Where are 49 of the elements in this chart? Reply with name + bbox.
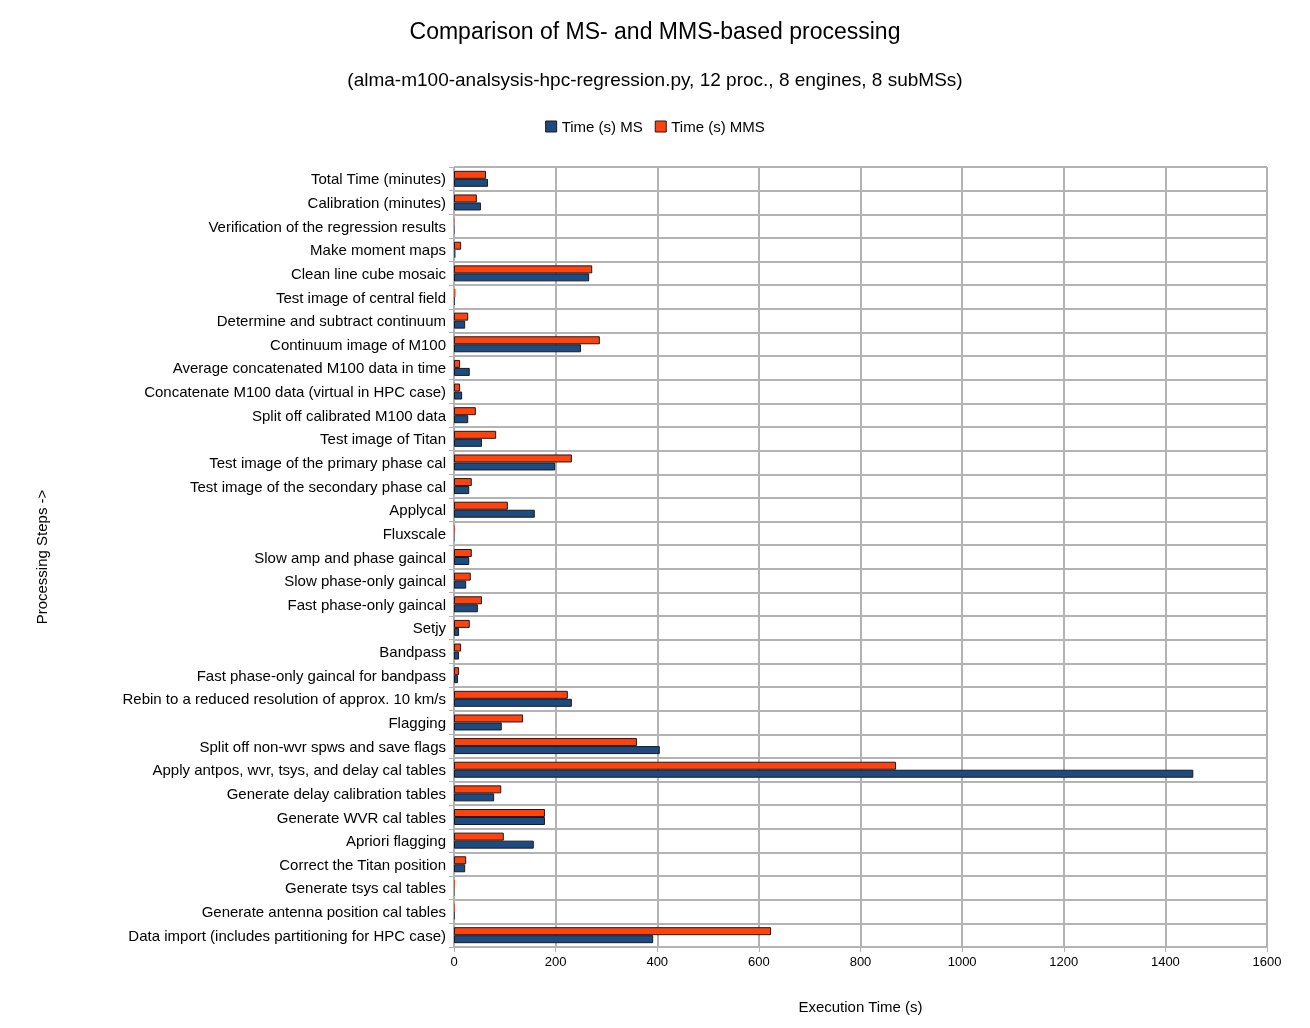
legend-label: Time (s) MS xyxy=(561,118,643,135)
y-tick-label: Slow phase-only gaincal xyxy=(284,572,446,590)
x-tick-label: 1400 xyxy=(1150,954,1180,969)
y-tick-label: Correct the Titan position xyxy=(279,855,446,873)
x-tick-label: 400 xyxy=(646,954,669,969)
y-tick-label: Determine and subtract continuum xyxy=(216,312,446,330)
y-tick-label: Setjy xyxy=(412,619,447,637)
x-axis-title: Execution Time (s) xyxy=(798,998,923,1015)
y-tick-label: Fast phase-only gaincal xyxy=(287,595,446,613)
y-tick-label: Slow amp and phase gaincal xyxy=(254,548,446,566)
y-tick-label: Average concatenated M100 data in time xyxy=(172,359,446,377)
y-tick-label: Continuum image of M100 xyxy=(270,335,446,353)
x-tick-label: 0 xyxy=(450,954,458,969)
y-tick-label: Applycal xyxy=(389,501,446,519)
y-tick-label: Fluxscale xyxy=(382,524,446,542)
y-tick-label: Concatenate M100 data (virtual in HPC case) xyxy=(144,383,446,401)
x-tick-label: 1000 xyxy=(947,954,977,969)
x-tick-label: 1200 xyxy=(1049,954,1079,969)
y-tick-label: Data import (includes partitioning for HPC case) xyxy=(128,926,446,944)
y-tick-label: Split off calibrated M100 data xyxy=(251,406,447,424)
x-tick-label: 200 xyxy=(544,954,567,969)
y-tick-label: Apply antpos, wvr, tsys, and delay cal tables xyxy=(152,761,446,779)
y-tick-label: Generate WVR cal tables xyxy=(276,808,446,826)
legend-label: Time (s) MMS xyxy=(671,118,765,135)
y-tick-label: Test image of the secondary phase cal xyxy=(190,477,446,495)
x-tick-label: 800 xyxy=(849,954,872,969)
chart-title: Comparison of MS- and MMS-based processing xyxy=(409,17,901,44)
y-tick-label: Test image of central field xyxy=(275,288,446,306)
y-tick-label: Fast phase-only gaincal for bandpass xyxy=(196,666,446,684)
y-tick-label: Clean line cube mosaic xyxy=(290,264,447,282)
y-tick-label: Test image of the primary phase cal xyxy=(209,453,446,471)
y-tick-label: Bandpass xyxy=(379,643,446,661)
y-tick-label: Generate delay calibration tables xyxy=(226,784,446,802)
y-tick-label: Rebin to a reduced resolution of approx. 10 km/s xyxy=(122,690,446,708)
y-tick-label: Total Time (minutes) xyxy=(310,170,446,188)
y-tick-label: Generate tsys cal tables xyxy=(285,879,446,897)
y-tick-label: Calibration (minutes) xyxy=(307,193,446,211)
x-tick-label: 1600 xyxy=(1252,954,1282,969)
y-tick-label: Flagging xyxy=(388,713,446,731)
y-tick-label: Split off non-wvr spws and save flags xyxy=(199,737,446,755)
y-tick-label: Verification of the regression results xyxy=(208,217,446,235)
chart-subtitle: (alma-m100-analsysis-hpc-regression.py, 12 proc., 8 engines, 8 subMSs) xyxy=(347,69,963,90)
y-tick-label: Test image of Titan xyxy=(320,430,446,448)
x-tick-label: 600 xyxy=(748,954,770,969)
y-tick-label: Generate antenna position cal tables xyxy=(201,903,446,921)
y-tick-label: Apriori flagging xyxy=(345,832,446,850)
y-tick-label: Make moment maps xyxy=(310,241,446,259)
bar xyxy=(454,241,462,250)
y-axis-title: Processing Steps -> xyxy=(33,489,50,625)
